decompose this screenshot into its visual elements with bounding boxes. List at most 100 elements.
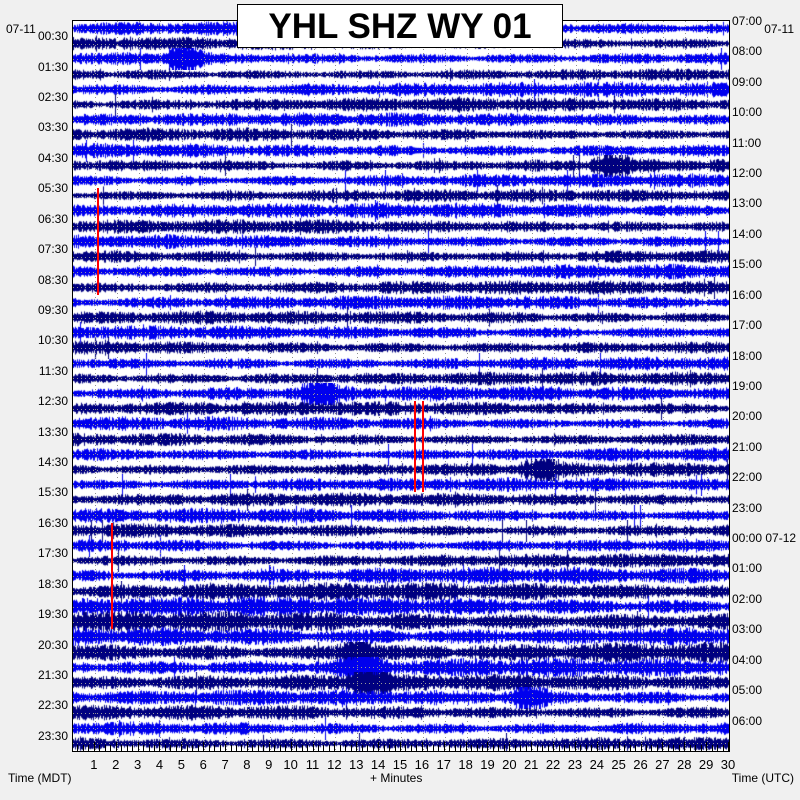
x-tick-major — [290, 742, 292, 751]
x-axis-label: 22 — [545, 757, 561, 772]
left-time-label: 20:30 — [37, 637, 68, 652]
x-tick-minor — [350, 745, 352, 751]
x-tick-minor — [230, 745, 232, 751]
x-tick-minor — [208, 745, 210, 751]
x-tick-major — [203, 742, 205, 751]
x-tick-major — [72, 742, 73, 751]
x-tick-minor — [722, 745, 724, 751]
x-tick-minor — [673, 745, 675, 751]
x-axis-label: 13 — [349, 757, 364, 772]
x-tick-minor — [88, 745, 90, 751]
x-tick-minor — [345, 745, 347, 751]
x-tick-minor — [629, 745, 631, 751]
axis-caption-left: Time (MDT) — [8, 771, 72, 785]
trace-row — [73, 732, 729, 751]
x-tick-minor — [416, 745, 418, 751]
x-tick-minor — [405, 745, 407, 751]
left-time-label: 05:30 — [37, 181, 68, 196]
x-tick-minor — [214, 745, 216, 751]
right-time-label: 09:00 — [732, 74, 763, 89]
x-tick-minor — [186, 745, 188, 751]
x-tick-minor — [547, 745, 549, 751]
x-tick-major — [137, 742, 139, 751]
left-time-label: 23:30 — [37, 728, 68, 743]
x-tick-minor — [126, 745, 128, 751]
x-tick-minor — [197, 745, 199, 751]
x-tick-minor — [99, 745, 101, 751]
x-tick-major — [268, 742, 270, 751]
x-tick-minor — [164, 745, 166, 751]
x-tick-major — [378, 742, 380, 751]
x-tick-minor — [274, 745, 276, 751]
x-axis-label: 2 — [112, 757, 120, 772]
left-time-label: 03:30 — [37, 120, 68, 135]
x-axis-label: 17 — [436, 757, 451, 772]
x-tick-major — [400, 742, 401, 751]
x-tick-major — [509, 742, 511, 751]
x-tick-major — [574, 742, 576, 751]
x-tick-minor — [154, 745, 155, 751]
right-time-label: 06:00 — [732, 713, 763, 728]
x-tick-minor — [449, 745, 451, 751]
x-tick-minor — [711, 745, 713, 751]
x-tick-minor — [536, 745, 538, 751]
x-tick-major — [728, 742, 729, 751]
right-time-label: 22:00 — [732, 470, 763, 485]
x-tick-minor — [132, 745, 134, 751]
x-axis-label: 19 — [480, 757, 495, 772]
x-tick-major — [618, 742, 620, 751]
left-time-label: 07:30 — [37, 242, 68, 257]
left-time-label: 06:30 — [37, 211, 68, 226]
left-time-label: 16:30 — [37, 515, 68, 530]
left-time-label: 18:30 — [37, 576, 68, 591]
right-time-label: 17:00 — [732, 318, 763, 333]
left-time-label: 15:30 — [37, 485, 68, 500]
x-axis-label: 24 — [589, 757, 605, 772]
x-axis-label: 16 — [414, 757, 430, 772]
x-tick-minor — [646, 745, 647, 751]
x-tick-major — [553, 742, 555, 751]
x-tick-minor — [492, 745, 494, 751]
x-tick-minor — [678, 745, 680, 751]
axis-caption-center: + Minutes — [370, 771, 423, 785]
x-tick-major — [465, 742, 467, 751]
x-axis-label: 10 — [283, 757, 298, 772]
x-tick-major — [93, 742, 95, 751]
x-tick-minor — [383, 745, 385, 751]
x-tick-minor — [689, 745, 691, 751]
x-tick-minor — [257, 745, 259, 751]
x-tick-minor — [279, 745, 281, 751]
x-axis-label: 18 — [458, 757, 473, 772]
right-time-label: 20:00 — [732, 409, 763, 424]
x-tick-major — [225, 742, 227, 751]
date-label-right: 07-11 — [764, 22, 794, 36]
x-axis-label: 20 — [502, 757, 517, 772]
x-axis-label: 12 — [327, 757, 342, 772]
x-tick-minor — [525, 745, 527, 751]
x-axis-label: 21 — [523, 757, 539, 772]
x-tick-minor — [700, 745, 702, 751]
right-time-label: 08:00 — [732, 44, 763, 59]
x-tick-minor — [717, 745, 719, 751]
x-axis-label: 27 — [655, 757, 670, 772]
x-tick-minor — [558, 745, 560, 751]
x-tick-minor — [296, 745, 298, 751]
x-tick-minor — [367, 745, 369, 751]
seismogram-plot[interactable] — [72, 20, 730, 752]
left-time-label: 13:30 — [37, 424, 68, 439]
x-tick-minor — [219, 745, 221, 751]
right-time-label: 05:00 — [732, 683, 763, 698]
right-time-label: 18:00 — [732, 348, 763, 363]
x-axis-label: 8 — [243, 757, 251, 772]
left-time-label: 11:30 — [38, 363, 68, 378]
page-title: YHL SHZ WY 01 — [268, 6, 532, 46]
station-title-box: YHL SHZ WY 01 — [237, 4, 563, 48]
x-tick-minor — [503, 745, 505, 751]
left-time-label: 19:30 — [37, 607, 68, 622]
x-axis-label: 23 — [567, 757, 583, 772]
x-tick-minor — [110, 745, 112, 751]
x-tick-minor — [236, 745, 237, 751]
x-tick-major — [356, 742, 358, 751]
x-tick-minor — [175, 745, 177, 751]
right-time-label: 13:00 — [732, 196, 763, 211]
